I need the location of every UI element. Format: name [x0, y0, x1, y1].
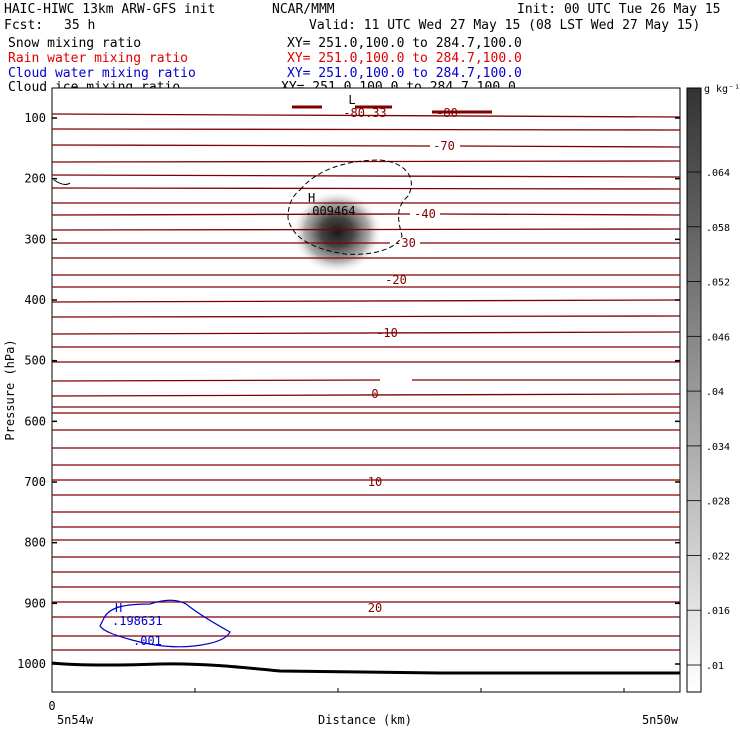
y-tick-label: 800 — [24, 536, 46, 550]
isotherm-line — [52, 113, 680, 118]
x-axis-right-label: 5n50w — [642, 713, 679, 727]
isotherm-line — [52, 144, 680, 148]
field-name-rain: Rain water mixing ratio — [8, 51, 189, 66]
colorbar-tick-label: .034 — [706, 442, 730, 453]
isotherm-labels: L -80.33 -80 -70 -40 -30 -20 -10 0 10 20 — [343, 93, 458, 615]
isotherm-line — [52, 393, 680, 397]
title-center: NCAR/MMM — [272, 2, 335, 17]
snow-shading — [291, 190, 383, 274]
snow-min-label: L — [348, 93, 355, 107]
colorbar-tick-label: .046 — [706, 332, 730, 343]
y-tick-label: 500 — [24, 354, 46, 368]
colorbar-tick-label: .022 — [706, 551, 730, 562]
contour-label: 0 — [371, 387, 378, 401]
contour-label: -20 — [385, 273, 407, 287]
field-xy-rain: XY= 251.0,100.0 to 284.7,100.0 — [287, 51, 522, 66]
cloud-ice-contour — [287, 159, 412, 255]
isotherm-line — [52, 299, 680, 303]
x-axis-left-label: 5n54w — [57, 713, 94, 727]
y-tick-label: 400 — [24, 293, 46, 307]
contour-label: -80 — [436, 106, 458, 120]
x-axis-label: Distance (km) — [318, 713, 412, 727]
colorbar — [686, 87, 702, 693]
colorbar-tick-label: .04 — [706, 387, 724, 398]
y-tick-label: 200 — [24, 172, 46, 186]
field-xy-snow: XY= 251.0,100.0 to 284.7,100.0 — [287, 36, 522, 51]
y-tick-label: 1000 — [17, 657, 46, 671]
cloud-water-contour — [99, 599, 231, 648]
cloud-water-max-value: .198631 — [112, 614, 163, 628]
colorbar-ticks: .064 .058 .052 .046 .04 .034 .028 .022 .016 .01 — [687, 168, 730, 672]
isotherm-line — [52, 315, 680, 318]
isotherm-line — [52, 128, 680, 131]
colorbar-tick-label: .058 — [706, 223, 730, 234]
init-time: Init: 00 UTC Tue 26 May 15 — [517, 2, 721, 17]
contour-label: 10 — [368, 475, 382, 489]
snow-max-value: .009464 — [305, 204, 356, 218]
snow-max-marker: H — [308, 191, 315, 205]
y-tick-label: 900 — [24, 596, 46, 610]
isotherm-line — [52, 187, 680, 190]
field-xy-cloud-water: XY= 251.0,100.0 to 284.7,100.0 — [287, 66, 522, 81]
contour-label: -40 — [414, 207, 436, 221]
terrain-line — [52, 661, 680, 675]
isotherm-line — [52, 228, 680, 231]
x-axis-ticks — [51, 688, 625, 692]
isotherm-line — [52, 160, 680, 163]
title-left: HAIC-HIWC 13km ARW-GFS init — [4, 2, 216, 17]
y-tick-label: 300 — [24, 232, 46, 246]
contour-label: 20 — [368, 601, 382, 615]
y-axis-label: Pressure (hPa) — [3, 339, 17, 440]
cloud-water-max-marker: H — [115, 601, 122, 615]
colorbar-tick-label: .064 — [706, 168, 730, 179]
colorbar-tick-label: .01 — [706, 661, 724, 672]
y-tick-label: 600 — [24, 414, 46, 428]
fcst-label: Fcst: — [4, 18, 44, 33]
cloud-ice-contour-small — [53, 179, 71, 185]
colorbar-tick-label: .052 — [706, 278, 730, 289]
field-name-cloud-water: Cloud water mixing ratio — [8, 66, 196, 81]
isotherm-line — [52, 331, 680, 335]
valid-time: Valid: 11 UTC Wed 27 May 15 (08 LST Wed … — [309, 18, 701, 33]
cloud-water-contour-label: .001 — [133, 634, 162, 648]
isotherm-group — [52, 105, 680, 651]
contour-label: -10 — [376, 326, 398, 340]
contour-label: -80.33 — [343, 106, 386, 120]
y-tick-label: 700 — [24, 475, 46, 489]
x-axis-start-label: 0 — [48, 699, 55, 713]
colorbar-tick-label: .016 — [706, 606, 730, 617]
y-tick-label: 100 — [24, 111, 46, 125]
fcst-value: 35 h — [64, 18, 96, 33]
colorbar-unit: g kg⁻¹ — [704, 84, 740, 95]
contour-label: -30 — [394, 236, 416, 250]
isotherm-line — [52, 213, 680, 216]
isotherm-line — [52, 379, 680, 382]
colorbar-tick-label: .028 — [706, 497, 730, 508]
isotherm-line — [292, 105, 492, 114]
contour-label: -70 — [433, 139, 455, 153]
isotherm-line — [52, 174, 680, 178]
field-name-snow: Snow mixing ratio — [8, 36, 142, 51]
